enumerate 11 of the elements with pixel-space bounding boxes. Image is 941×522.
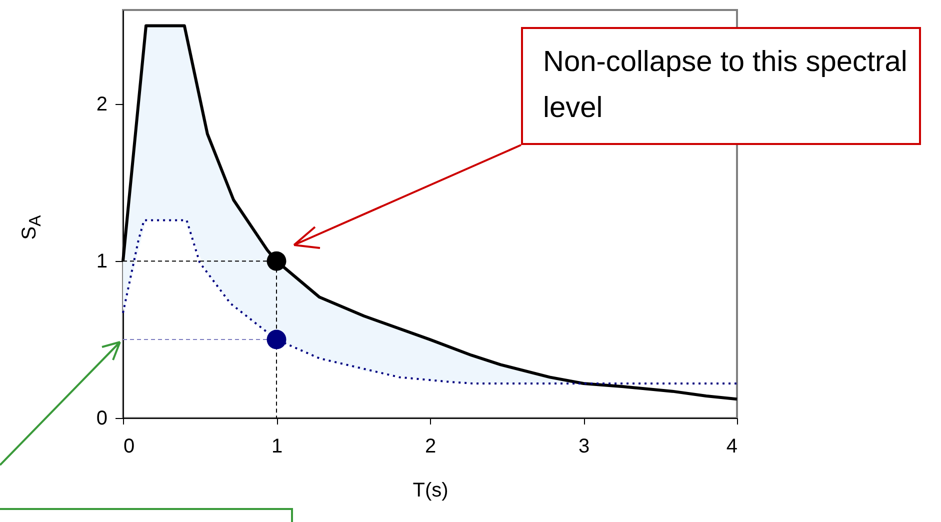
y-tick-label: 2 [96,94,108,116]
y-tick-label: 1 [96,250,108,273]
x-tick-label: 1 [271,436,283,458]
x-axis-title: T(s) [412,480,448,502]
x-tick-label: 2 [424,436,436,458]
line-series [122,219,738,384]
annotation: Non-collapse to this spectral level [521,27,921,145]
y-tick-label: 0 [96,408,108,430]
x-tick-label: 0 [124,436,135,458]
x-tick-label: 3 [578,436,590,458]
x-tick-label: 4 [726,436,738,458]
